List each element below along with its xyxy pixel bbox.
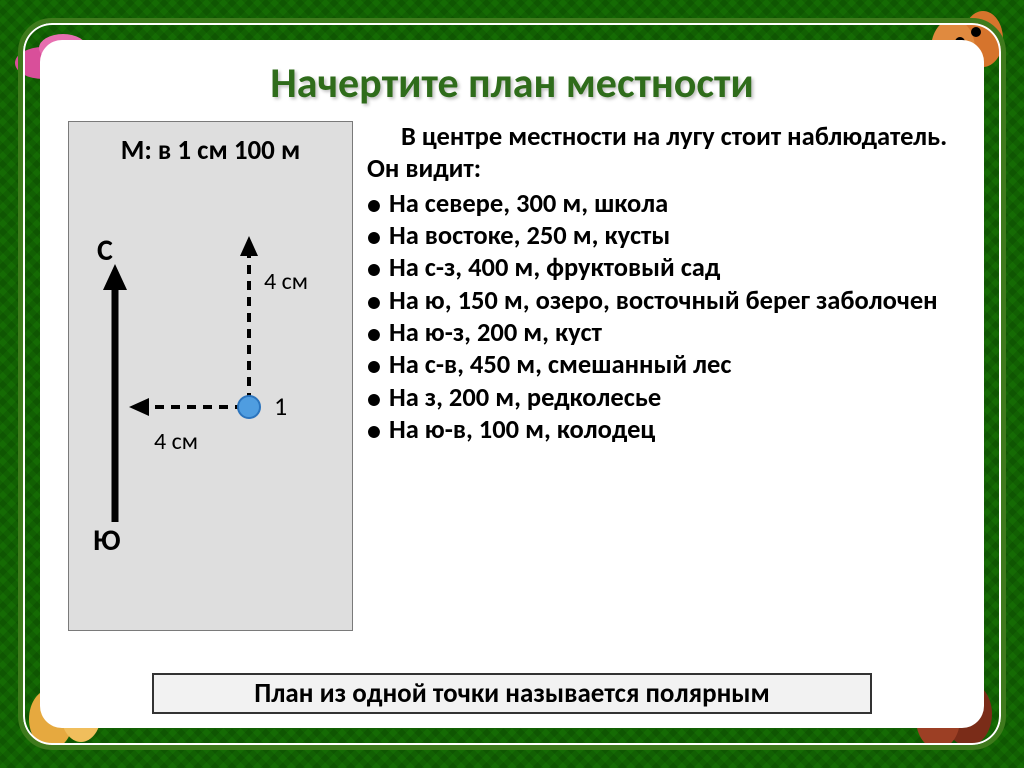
scale-label: М: в 1 см 100 м bbox=[69, 134, 352, 167]
list-item: На ю-з, 200 м, куст bbox=[367, 317, 956, 349]
diagram-svg bbox=[69, 192, 354, 622]
diagram-box: М: в 1 см 100 м С Ю 4 см 4 см 1 bbox=[68, 121, 353, 631]
text-column: В центре местности на лугу стоит наблюда… bbox=[367, 121, 956, 667]
slide-title: Начертите план местности bbox=[68, 58, 956, 109]
intro-text: В центре местности на лугу стоит наблюда… bbox=[367, 121, 956, 186]
list-item: На с-з, 400 м, фруктовый сад bbox=[367, 252, 956, 284]
body-row: М: в 1 см 100 м С Ю 4 см 4 см 1 В центр bbox=[68, 121, 956, 667]
list-item: На ю, 150 м, озеро, восточный берег забо… bbox=[367, 285, 956, 317]
footer-definition: План из одной точки называется полярным bbox=[152, 673, 872, 714]
bullet-list: На севере, 300 м, школа На востоке, 250 … bbox=[367, 188, 956, 447]
list-item: На с-в, 450 м, смешанный лес bbox=[367, 349, 956, 381]
list-item: На з, 200 м, редколесье bbox=[367, 382, 956, 414]
compass-arrow-head bbox=[103, 264, 127, 290]
list-item: На севере, 300 м, школа bbox=[367, 188, 956, 220]
observer-point bbox=[238, 396, 260, 418]
list-item: На ю-в, 100 м, колодец bbox=[367, 414, 956, 446]
dashed-arrow-left-head bbox=[129, 398, 149, 416]
list-item: На востоке, 250 м, кусты bbox=[367, 220, 956, 252]
dashed-arrow-up-head bbox=[240, 236, 258, 256]
content-card: Начертите план местности М: в 1 см 100 м… bbox=[40, 40, 984, 728]
